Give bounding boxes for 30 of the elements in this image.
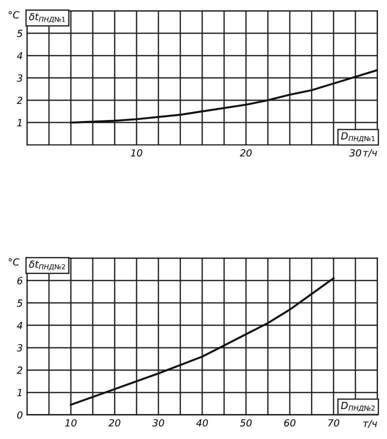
- x-tick-label: 30: [349, 149, 362, 157]
- y-tick-label: 5: [16, 30, 22, 38]
- y-tick-label: 0: [17, 411, 22, 419]
- x-tick-label: 50: [240, 419, 252, 427]
- y-tick-label: 6: [17, 277, 22, 284]
- y-axis-title: °C: [8, 258, 20, 266]
- y-tick-label: 4: [16, 322, 22, 329]
- x-tick-label: 10: [130, 149, 142, 157]
- x-tick-label: 70: [328, 419, 340, 427]
- y-tick-label: 2: [16, 366, 22, 374]
- y-tick-label: 3: [16, 74, 22, 82]
- annotation: δt$_{ПНД№2}$: [29, 260, 65, 270]
- x-tick-label: 40: [196, 419, 208, 427]
- x-axis-title: т/ч: [363, 420, 377, 428]
- x-axis-title: т/ч: [363, 149, 377, 158]
- y-tick-label: 3: [16, 344, 22, 352]
- x-tick-label: 20: [108, 419, 120, 427]
- annotation: δt$_{ПНД№1}$: [29, 12, 66, 23]
- y-tick-label: 5: [16, 300, 22, 307]
- x-tick-label: 60: [284, 419, 296, 427]
- x-tick-label: 10: [65, 419, 77, 427]
- y-tick-label: 1: [17, 389, 22, 396]
- y-tick-label: 1: [17, 119, 22, 126]
- x-tick-label: 20: [240, 149, 252, 157]
- annotation: D$_{ПНД№2}$: [341, 402, 375, 412]
- y-tick-label: 2: [16, 96, 22, 104]
- y-axis-title: °C: [8, 11, 20, 18]
- annotation: D$_{ПНД№1}$: [341, 132, 375, 142]
- x-tick-label: 30: [152, 419, 164, 427]
- y-tick-label: 4: [16, 52, 22, 60]
